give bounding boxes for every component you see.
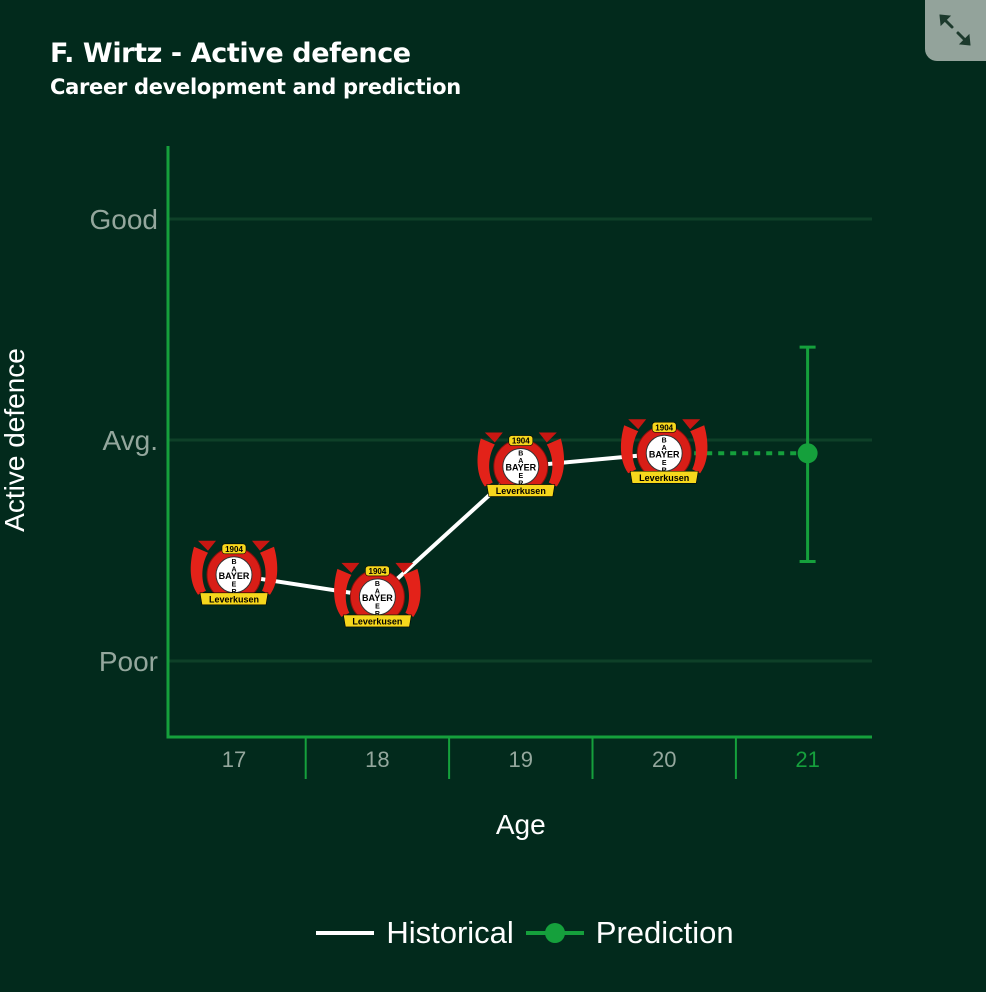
prediction-dot-swatch [525,923,584,943]
lion-right-head [395,562,414,573]
expand-button[interactable] [925,0,986,61]
lion-left-head [484,432,503,443]
logo-name-text: Leverkusen [639,473,689,483]
lion-left-shape [477,438,495,487]
logo-bayer-horizontal: BAYER [219,571,250,581]
logo-bayer-vertical-letter: B [231,559,236,566]
lion-right-shape [546,438,565,487]
logo-name-text: Leverkusen [496,486,546,496]
x-tick-label: 20 [652,747,676,772]
logo-bayer-vertical-letter: R [231,589,236,596]
legend-item-prediction: Prediction [525,915,734,951]
logo-name-text: Leverkusen [209,594,259,604]
chart-title: F. Wirtz - Active defence [50,38,411,69]
logo-year-text: 1904 [369,567,387,576]
lion-right-head [538,432,557,443]
lion-left-shape [190,546,208,595]
y-tick-label: Avg. [102,425,158,456]
logo-year-text: 1904 [225,545,243,554]
legend-label-prediction: Prediction [595,915,734,950]
historical-line-swatch [316,931,375,935]
logo-bayer-vertical-letter: B [518,451,523,458]
expand-arrows-icon [939,14,971,46]
logo-bayer-vertical-letter: R [662,467,667,474]
lion-right-head [682,419,701,430]
logo-bayer-vertical-letter: E [232,581,237,588]
lion-left-shape [620,425,639,474]
logo-bayer-vertical-letter: A [518,458,523,465]
prediction-point [797,443,818,464]
logo-bayer-vertical-letter: A [231,566,236,573]
lion-left-head [628,419,647,430]
chart-legend: Historical Prediction [0,915,986,951]
legend-label-historical: Historical [386,915,514,950]
chart-subtitle: Career development and prediction [50,75,461,99]
x-tick-label: 21 [795,747,819,772]
logo-bayer-horizontal: BAYER [362,593,393,603]
legend-item-historical: Historical [316,915,514,951]
logo-name-text: Leverkusen [352,616,402,626]
y-tick-label: Good [90,204,159,235]
lion-left-head [198,540,216,551]
logo-bayer-vertical-letter: A [375,588,380,595]
logo-year-text: 1904 [512,437,530,446]
lion-right-shape [690,425,708,474]
logo-year-text: 1904 [655,423,673,432]
lion-right-head [252,540,270,551]
logo-bayer-vertical-letter: E [518,473,523,480]
x-axis-title: Age [496,809,546,840]
logo-year-banner [651,421,677,433]
lion-left-shape [334,568,352,617]
logo-name-banner [629,470,699,484]
x-tick-label: 17 [222,747,246,772]
lion-right-shape [260,546,278,595]
career-line-chart: Poor Avg. Good 17 18 19 20 21 Age Active defence 1… [0,146,872,840]
logo-year-banner [221,543,247,555]
logo-bayer-horizontal: BAYER [649,449,680,459]
logo-name-banner [343,614,412,628]
logo-year-banner [365,565,390,577]
logo-name-banner [199,592,269,606]
logo-bayer-vertical-letter: B [662,437,667,444]
logo-bayer-vertical-letter: R [375,611,380,618]
logo-bayer-vertical-letter: B [375,581,380,588]
logo-bayer-vertical-letter: E [375,603,380,610]
logo-bayer-horizontal: BAYER [505,463,536,473]
logo-bayer-vertical-letter: A [662,445,667,452]
logo-bayer-vertical-letter: R [518,481,523,488]
lion-left-head [341,562,360,573]
y-tick-label: Poor [99,646,158,677]
logo-name-banner [486,484,556,497]
historical-series-line [233,451,665,600]
lion-right-shape [403,568,421,617]
y-axis-title: Active defence [0,348,30,532]
logo-year-banner [508,435,534,446]
x-tick-label: 18 [365,747,389,772]
x-tick-label: 19 [509,747,533,772]
logo-bayer-vertical-letter: E [662,460,667,467]
